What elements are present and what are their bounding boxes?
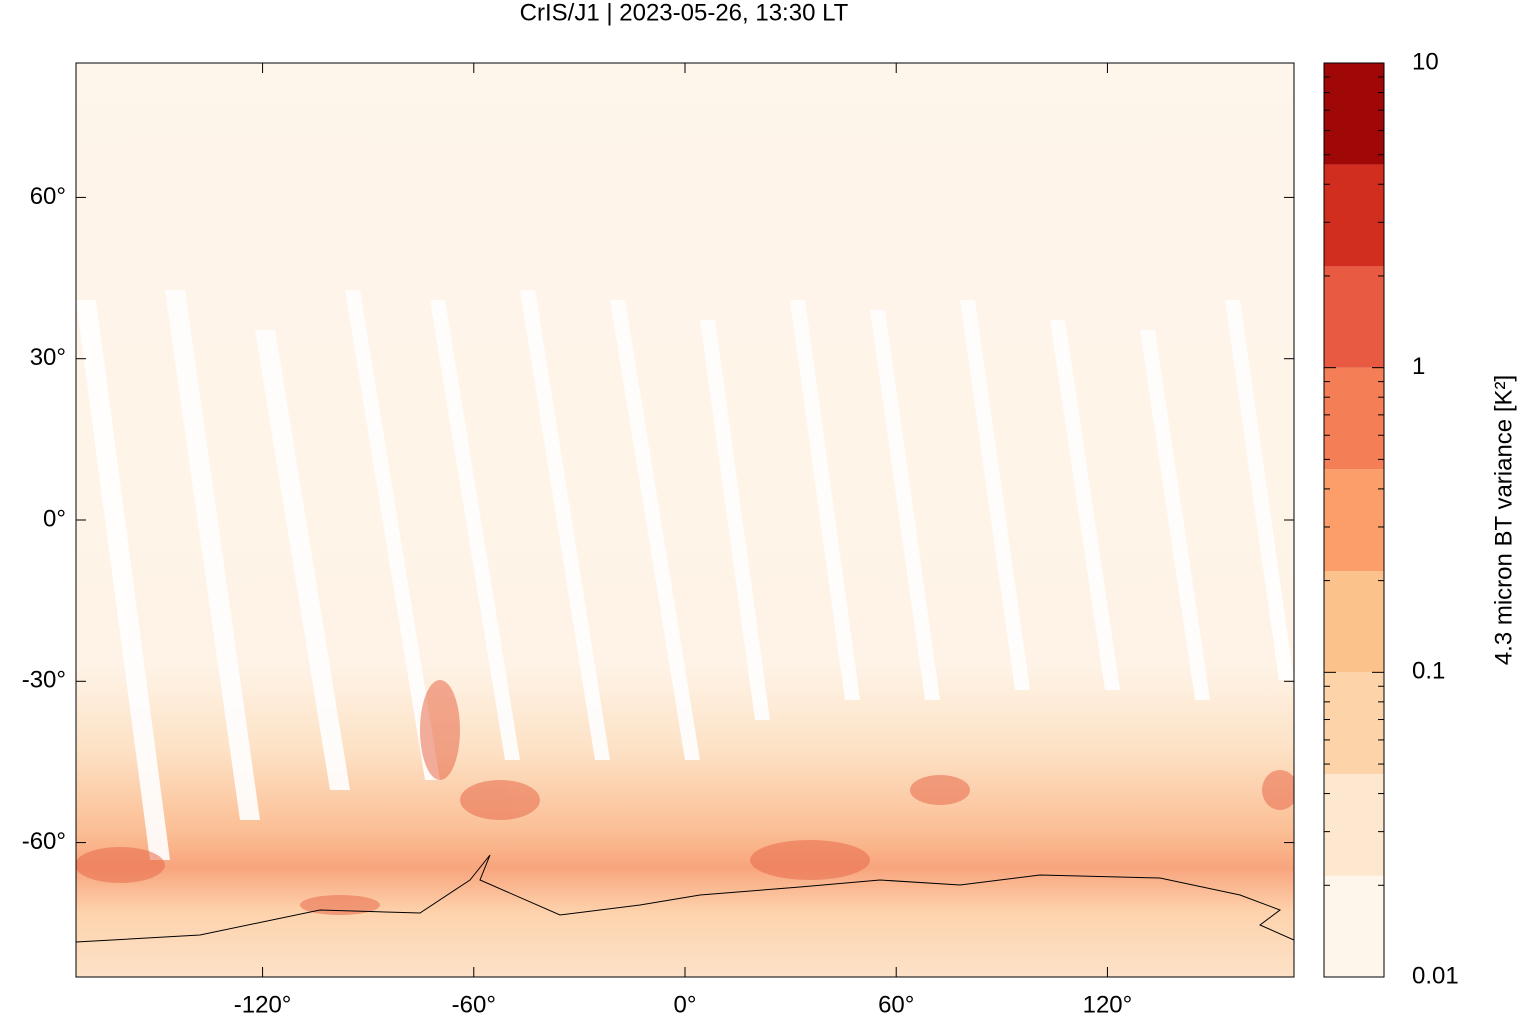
y-tick-label: 0° (43, 505, 66, 532)
x-tick-label: -60° (452, 991, 496, 1018)
colorbar-level (1324, 63, 1384, 165)
y-tick-label: 30° (30, 344, 66, 371)
colorbar-level (1324, 266, 1384, 368)
y-tick-label: 60° (30, 183, 66, 210)
chart-title: CrIS/J1 | 2023-05-26, 13:30 LT (520, 0, 849, 26)
y-tick-label: -60° (22, 828, 66, 855)
colorbar-level (1324, 469, 1384, 572)
swath-gaps (76, 290, 1294, 860)
x-tick-label: 60° (878, 991, 914, 1018)
colorbar-level (1324, 672, 1384, 774)
x-tick-label: 120° (1083, 991, 1133, 1018)
colorbar-tick-label: 0.01 (1412, 962, 1459, 989)
field (76, 63, 1294, 977)
colorbar-tick-label: 0.1 (1412, 658, 1445, 685)
x-tick-label: 0° (674, 991, 697, 1018)
field-background (76, 63, 1294, 977)
colorbar-level (1324, 773, 1384, 876)
colorbar-tick-label: 1 (1412, 353, 1425, 380)
colorbar-tick-label: 10 (1412, 48, 1439, 75)
colorbar-level (1324, 367, 1384, 470)
colorbar-label: 4.3 micron BT variance [K²] (1490, 375, 1517, 665)
colorbar-level (1324, 164, 1384, 267)
colorbar-level (1324, 875, 1384, 977)
colorbar-level (1324, 571, 1384, 673)
y-tick-label: -30° (22, 667, 66, 694)
coastline (76, 854, 1294, 943)
x-tick-label: -120° (234, 991, 292, 1018)
colorbar-frame (1323, 62, 1385, 978)
